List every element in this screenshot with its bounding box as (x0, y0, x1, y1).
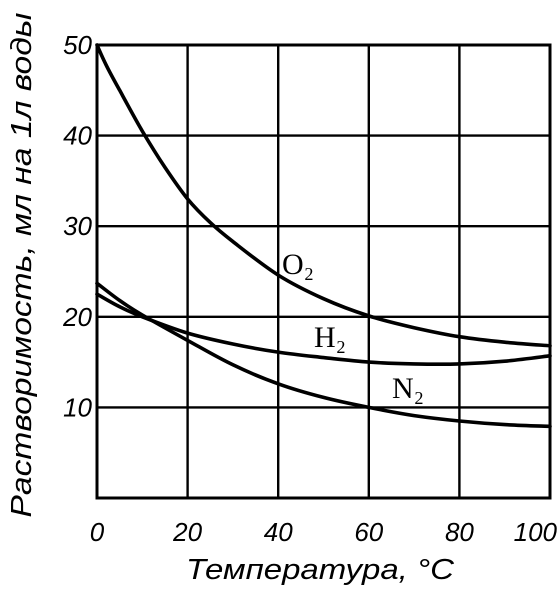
x-tick-label: 0 (90, 517, 105, 547)
y-tick-label: 10 (63, 392, 92, 422)
x-tick-label: 80 (445, 517, 474, 547)
series-label-h2: H₂ (314, 321, 346, 354)
x-tick-label: 20 (172, 517, 202, 547)
x-tick-label: 60 (354, 517, 383, 547)
y-tick-label: 40 (63, 121, 92, 151)
grid (95, 43, 552, 500)
plot-frame (95, 43, 552, 500)
x-tick-label: 100 (514, 517, 558, 547)
series-line-h2 (95, 292, 552, 366)
series-line-n2 (95, 281, 552, 429)
x-axis-title: Температура, °C (186, 554, 455, 586)
y-tick-label: 30 (63, 211, 92, 241)
series-line-o2 (95, 43, 552, 348)
tick-labels: 0 20 40 60 80 100 10 20 30 40 50 (62, 30, 557, 547)
series-label-n2: N₂ (392, 372, 424, 405)
x-tick-label: 40 (264, 517, 293, 547)
series-labels: O₂ H₂ N₂ (282, 248, 424, 405)
series-label-o2: O₂ (282, 248, 314, 281)
curves (95, 43, 552, 429)
y-axis-title: Растворимость, мл на 1л воды (6, 12, 38, 517)
y-tick-label: 20 (62, 302, 92, 332)
y-tick-label: 50 (63, 30, 92, 60)
